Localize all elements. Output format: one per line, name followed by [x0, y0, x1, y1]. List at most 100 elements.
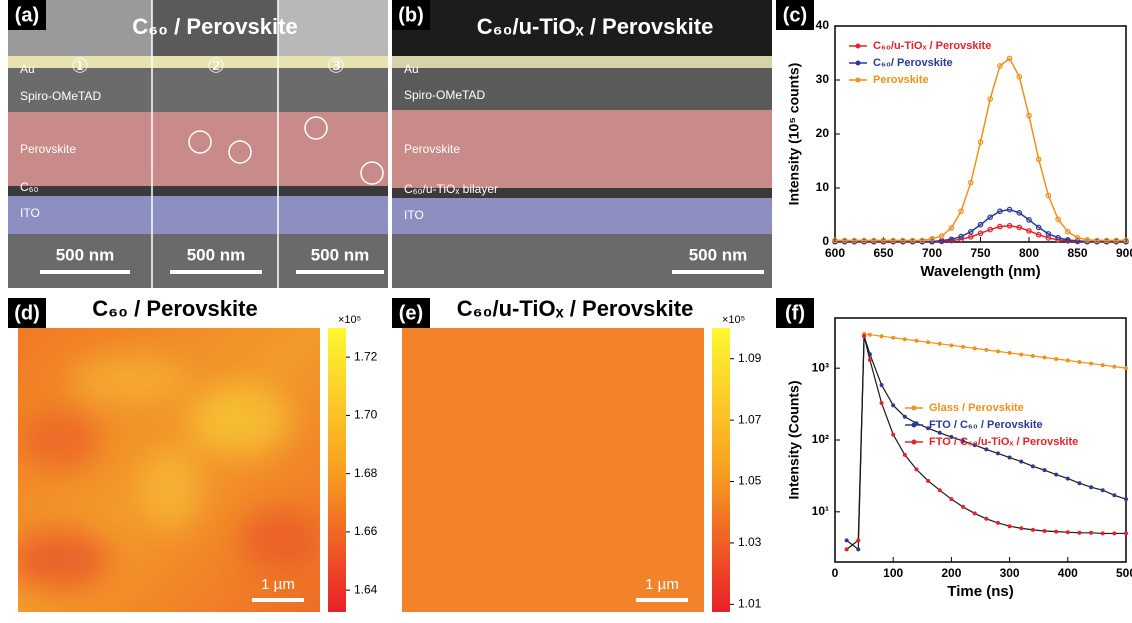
- data-point: [1019, 526, 1023, 530]
- pl-map-e: (e) C₆₀/u-TiOₓ / Perovskite 1 µm: [392, 296, 704, 612]
- x-tick-label: 650: [873, 246, 893, 260]
- data-point: [1066, 477, 1070, 481]
- layer-label: Spiro-OMeTAD: [404, 88, 485, 102]
- data-point: [903, 415, 907, 419]
- data-point: [949, 497, 953, 501]
- panel-label: (d): [14, 302, 40, 324]
- scale-bar-label: 500 nm: [311, 245, 370, 264]
- data-point: [1008, 351, 1012, 355]
- layer-label: C₆₀/u-TiOₓ bilayer: [404, 182, 498, 196]
- scale-bar-label: 1 µm: [645, 576, 679, 593]
- data-point: [926, 479, 930, 483]
- y-tick-label: 30: [816, 72, 830, 86]
- data-point: [1089, 531, 1093, 535]
- data-point: [1101, 488, 1105, 492]
- y-axis-label: Intensity (Counts): [786, 381, 802, 500]
- legend-marker: [912, 423, 917, 428]
- sem-image-a: (a) C₆₀ / Perovskite Au Spiro-OMeTAD Per…: [8, 0, 388, 288]
- legend-label: FTO / C₆₀/u-TiOₓ / Perovskite: [929, 436, 1078, 448]
- data-point: [961, 345, 965, 349]
- data-point: [903, 453, 907, 457]
- panel-label: (b): [398, 4, 424, 26]
- data-point: [862, 334, 866, 338]
- data-point: [1043, 355, 1047, 359]
- data-point: [926, 340, 930, 344]
- scale-bar-label: 500 nm: [56, 245, 115, 264]
- colorbar-tick-label: 1.03: [738, 535, 762, 549]
- data-point: [891, 336, 895, 340]
- data-point: [1019, 460, 1023, 464]
- data-point: [973, 511, 977, 515]
- legend-marker: [856, 61, 861, 66]
- data-point: [961, 505, 965, 509]
- data-point: [938, 431, 942, 435]
- colorbar-tick-label: 1.66: [354, 524, 378, 538]
- data-point: [856, 547, 860, 551]
- legend-label: Perovskite: [873, 74, 929, 86]
- data-point: [1031, 464, 1035, 468]
- x-tick-label: 400: [1058, 566, 1078, 580]
- data-point: [891, 433, 895, 437]
- colorbar-tick-label: 1.68: [354, 466, 378, 480]
- data-point: [1112, 365, 1116, 369]
- legend-label: C₆₀/u-TiOₓ / Perovskite: [873, 40, 991, 52]
- data-point: [1077, 481, 1081, 485]
- data-point: [984, 517, 988, 521]
- x-tick-label: 300: [1000, 566, 1020, 580]
- data-point: [984, 447, 988, 451]
- data-point: [914, 339, 918, 343]
- panel-label: (a): [15, 4, 39, 26]
- x-tick-label: 750: [970, 246, 990, 260]
- y-tick-label: 20: [816, 126, 830, 140]
- data-point: [1124, 497, 1128, 501]
- legend-marker: [856, 44, 861, 49]
- y-tick-label: 10³: [812, 360, 829, 374]
- layer-label: Spiro-OMeTAD: [20, 89, 101, 103]
- layer-label: ITO: [404, 208, 424, 222]
- layer-label: Au: [20, 62, 35, 76]
- region-marker: ①: [71, 55, 89, 77]
- data-point: [996, 521, 1000, 525]
- data-point: [1054, 357, 1058, 361]
- data-point: [1124, 366, 1128, 370]
- data-point: [880, 401, 884, 405]
- data-point: [880, 334, 884, 338]
- colorbar-multiplier: ×10⁵: [722, 314, 745, 326]
- colorbar-tick-label: 1.01: [738, 596, 762, 610]
- data-point: [1008, 456, 1012, 460]
- data-point: [949, 343, 953, 347]
- data-point: [1089, 362, 1093, 366]
- y-tick-label: 0: [822, 234, 829, 248]
- data-point: [1112, 493, 1116, 497]
- colorbar-tick-label: 1.70: [354, 408, 378, 422]
- x-tick-label: 100: [883, 566, 903, 580]
- panel-label: (c): [783, 4, 807, 26]
- legend-marker: [856, 78, 861, 83]
- colorbar-tick-label: 1.64: [354, 582, 378, 596]
- layer-label: Au: [404, 62, 419, 76]
- panel-title: C₆₀ / Perovskite: [92, 296, 257, 321]
- x-tick-label: 500: [1116, 566, 1132, 580]
- data-point: [1124, 531, 1128, 535]
- region-marker: ③: [327, 55, 345, 77]
- data-point: [914, 467, 918, 471]
- figure: (a) C₆₀ / Perovskite Au Spiro-OMeTAD Per…: [0, 0, 1132, 618]
- series-line: [835, 210, 1126, 242]
- colorbar: [328, 328, 346, 612]
- scale-bar-label: 500 nm: [689, 245, 748, 264]
- data-point: [938, 342, 942, 346]
- data-point: [868, 358, 872, 362]
- layer-label: Perovskite: [20, 142, 76, 156]
- data-point: [1054, 473, 1058, 477]
- data-point: [1054, 530, 1058, 534]
- data-point: [938, 488, 942, 492]
- data-point: [1089, 485, 1093, 489]
- region-marker: ②: [207, 55, 225, 77]
- x-tick-label: 600: [825, 246, 845, 260]
- layer-label: C₆₀: [20, 180, 39, 194]
- data-point: [973, 346, 977, 350]
- scale-bar-label: 500 nm: [187, 245, 246, 264]
- y-tick-label: 10: [816, 180, 830, 194]
- panel-title: C₆₀/u-TiOₓ / Perovskite: [457, 296, 694, 321]
- panel-label: (f): [785, 302, 805, 324]
